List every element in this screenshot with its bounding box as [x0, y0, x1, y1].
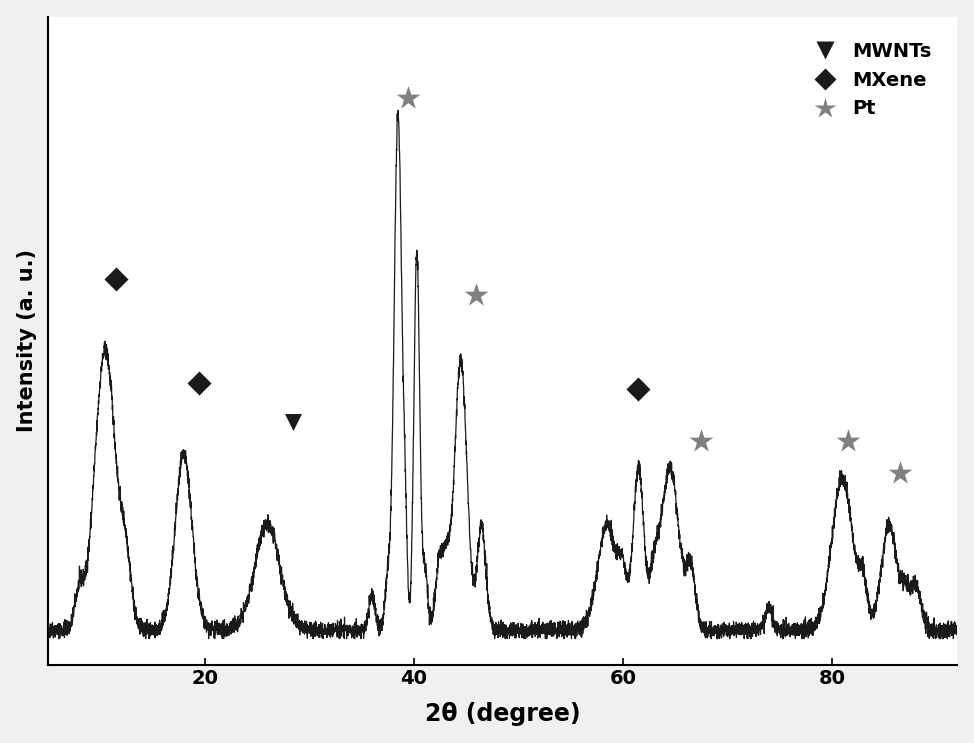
- Point: [840, 435, 855, 447]
- X-axis label: 2θ (degree): 2θ (degree): [425, 702, 581, 727]
- Point: [468, 289, 484, 301]
- Point: [285, 415, 301, 427]
- Point: [192, 377, 207, 389]
- Point: [631, 383, 647, 395]
- Point: [400, 91, 416, 103]
- Point: [108, 273, 124, 285]
- Y-axis label: Intensity (a. u.): Intensity (a. u.): [17, 249, 37, 432]
- Legend: MWNTs, MXene, Pt: MWNTs, MXene, Pt: [797, 32, 942, 128]
- Point: [693, 435, 709, 447]
- Point: [892, 467, 908, 479]
